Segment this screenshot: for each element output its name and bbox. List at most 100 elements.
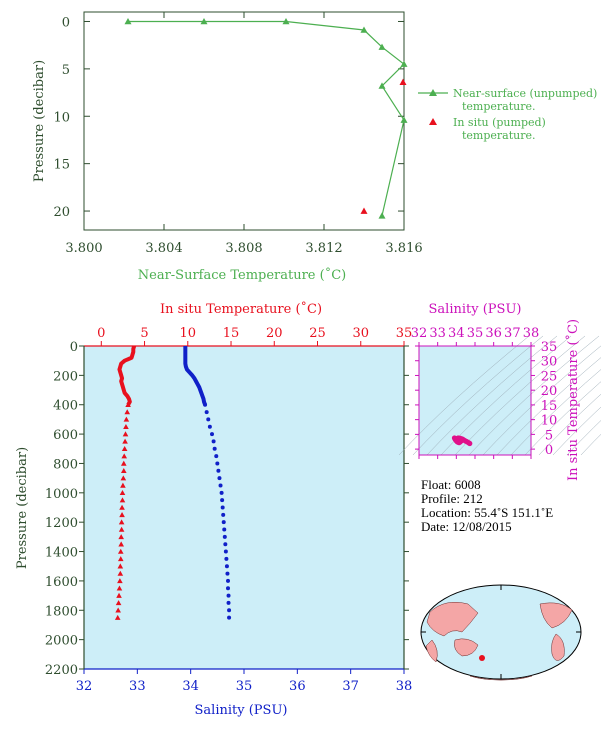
pumped-point — [360, 207, 368, 214]
profile-chart: 0 5 10 15 20 25 30 35 32 33 34 35 36 37 38 0 200 400 600… — [15, 301, 412, 718]
pressure-tick-label: 1200 — [45, 516, 78, 531]
map-land-south-america — [551, 633, 565, 661]
salinity-point — [203, 402, 208, 407]
unpumped-point — [378, 43, 386, 50]
profile-number: Profile: 212 — [421, 491, 483, 506]
density-contour — [468, 335, 600, 456]
salinity-point — [222, 534, 227, 539]
salinity-point — [217, 476, 222, 481]
ts-temperature-tick-label: 20 — [541, 384, 558, 399]
ts-temperature-tick-label: 15 — [541, 399, 558, 414]
density-contour — [440, 335, 572, 456]
y-tick-label: 5 — [62, 63, 70, 78]
density-contour — [580, 433, 601, 456]
temperature-point — [117, 578, 123, 584]
temperature-point — [124, 409, 131, 415]
density-contour — [552, 406, 601, 456]
salinity-point — [212, 446, 217, 451]
salinity-tick-label: 32 — [76, 679, 93, 694]
salinity-upper-line — [183, 346, 207, 406]
pressure-tick-label: 600 — [53, 428, 78, 443]
location: Location: 55.4˚S 151.1˚E — [421, 505, 553, 520]
salinity-point — [220, 498, 225, 503]
unpumped-point — [282, 17, 290, 25]
y-tick-label: 0 — [62, 15, 70, 30]
temperature-point — [117, 563, 124, 569]
temperature-tick-label: 20 — [266, 326, 283, 341]
near-surface-chart: 3.800 3.804 3.808 3.812 3.816 0 5 10 15 20 Near-… — [32, 11, 423, 283]
profile-temperature-ticks: 0 5 10 15 20 25 30 35 — [97, 326, 412, 346]
temperature-point — [120, 482, 126, 488]
pressure-tick-label: 1800 — [45, 604, 78, 619]
salinity-tick-label: 35 — [236, 679, 253, 694]
salinity-point — [215, 461, 220, 466]
density-contour — [566, 420, 601, 456]
density-contour — [538, 393, 601, 456]
temperature-point — [119, 512, 125, 518]
density-contour — [412, 335, 544, 456]
temperature-tick-label: 0 — [97, 326, 105, 341]
temperature-point — [118, 534, 124, 540]
salinity-point — [219, 490, 224, 495]
ts-right-axis-label: In situ Temperature (˚C) — [565, 319, 581, 481]
density-contour — [496, 357, 601, 456]
salinity-point — [225, 571, 230, 576]
legend-unpumped-label-2: temperature. — [462, 100, 536, 113]
ts-temperature-tick-label: 5 — [545, 428, 553, 443]
pressure-tick-label: 1000 — [45, 487, 78, 502]
density-contour — [510, 369, 601, 456]
temperature-point — [114, 614, 121, 620]
pressure-tick-label: 1400 — [45, 546, 78, 561]
temperature-tick-label: 35 — [396, 326, 413, 341]
salinity-tick-label: 34 — [182, 679, 199, 694]
ts-temperature-tick-label: 25 — [541, 369, 558, 384]
salinity-point — [214, 454, 219, 459]
temperature-point — [122, 438, 128, 444]
unpumped-point — [378, 82, 386, 89]
legend-pumped-marker — [429, 118, 437, 125]
near-surface-series — [124, 17, 408, 219]
ts-salinity-ticks: 32 33 34 35 36 37 38 — [411, 326, 540, 459]
near-surface-x-ticks: 3.800 3.804 3.808 3.812 3.816 — [65, 12, 423, 256]
temperature-point — [121, 445, 128, 452]
x-tick-label: 3.800 — [65, 241, 102, 256]
unpumped-point — [124, 17, 132, 25]
y-tick-label: 15 — [53, 158, 70, 173]
profile-y-axis-label: Pressure (decibar) — [15, 447, 30, 569]
unpumped-point — [200, 17, 208, 25]
salinity-point — [227, 608, 232, 613]
salinity-point — [221, 520, 226, 525]
float-id: Float: 6008 — [421, 477, 481, 492]
ts-salinity-tick-label: 38 — [523, 326, 540, 341]
float-info: Float: 6008 Profile: 212 Location: 55.4˚… — [421, 477, 553, 534]
unpumped-point — [378, 212, 386, 219]
near-surface-x-label: Near-Surface Temperature (˚C) — [138, 267, 346, 283]
map-float-location-marker — [479, 655, 485, 661]
temperature-point — [117, 570, 124, 576]
pressure-tick-label: 1600 — [45, 575, 78, 590]
salinity-point — [204, 410, 209, 415]
salinity-point — [207, 424, 212, 429]
temperature-point — [123, 423, 129, 429]
temperature-point — [123, 416, 130, 422]
salinity-point — [224, 564, 229, 569]
salinity-point — [218, 483, 223, 488]
salinity-point — [224, 556, 229, 561]
salinity-point — [211, 439, 216, 444]
temperature-tick-label: 10 — [180, 326, 197, 341]
temperature-point — [118, 519, 125, 525]
temperature-tick-label: 15 — [223, 326, 240, 341]
temperature-point — [117, 556, 124, 562]
y-tick-label: 20 — [53, 205, 70, 220]
ts-temperature-tick-label: 35 — [541, 340, 558, 355]
salinity-point — [226, 593, 231, 598]
profile-salinity-ticks: 32 33 34 35 36 37 38 — [76, 669, 412, 694]
ts-salinity-tick-label: 32 — [411, 326, 428, 341]
ts-salinity-tick-label: 35 — [467, 326, 484, 341]
temperature-point — [122, 431, 129, 437]
temperature-upper-line — [117, 345, 137, 406]
y-tick-label: 10 — [53, 110, 70, 125]
temperature-tick-label: 25 — [309, 326, 326, 341]
